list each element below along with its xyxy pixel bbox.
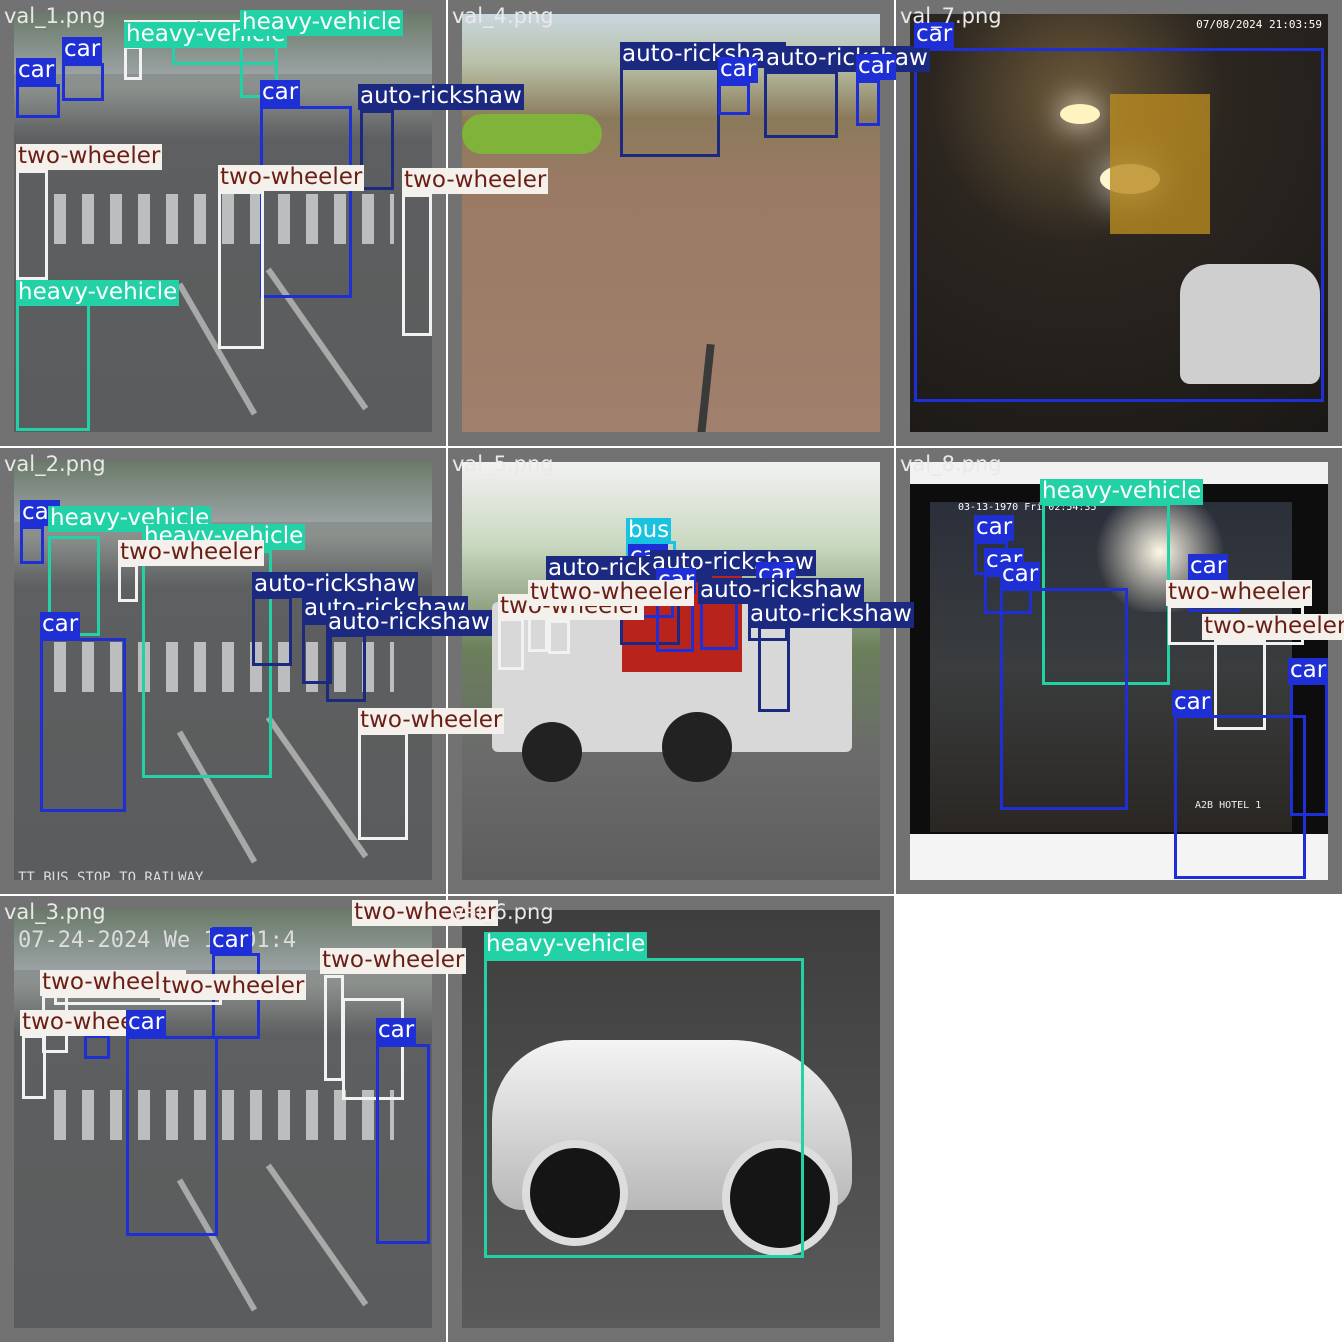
detection-label-car: car [1188,553,1229,580]
image-filename: val_1.png [4,4,106,28]
detection-box-car [62,63,104,101]
image-filename: val_8.png [900,452,1002,476]
detection-box-heavy-vehicle [16,303,90,431]
detection-box-two-wheeler [548,620,570,654]
image-filename: val_3.png [4,900,106,924]
detection-box-two-wheeler [528,616,548,652]
image-tile: val_4.png [448,0,894,446]
detection-box-auto-rickshaw [252,596,292,666]
detection-label-two-wheeler: two-wheeler [218,164,365,191]
detection-box-car [1000,588,1128,810]
detection-label-heavy-vehicle: heavy-vehicle [484,931,648,958]
detection-label-car: car [376,1017,417,1044]
image-tile: 07/08/2024 21:03:59 val_7.png [896,0,1342,446]
detection-label-two-wheeler: two-wheeler [320,947,467,974]
detection-box-car [260,106,352,298]
detection-label-car: car [62,36,103,63]
detection-box-car [914,48,1324,402]
detection-box-two-wheeler [54,995,222,1005]
detection-label-car: car [210,927,251,954]
detection-label-car: car [1172,689,1213,716]
detection-box-auto-rickshaw [758,626,790,712]
camera-overlay-text: TT BUS STOP TO RAILWAY [18,870,204,880]
detection-label-auto-rickshaw: auto-rickshaw [698,577,864,604]
scene-photo [462,14,880,432]
detection-label-car: car [718,56,759,83]
detection-box-car [700,598,738,650]
scene-photo: 07/08/2024 21:03:59 [910,14,1328,432]
detection-label-bus: bus [626,517,672,544]
scene-photo [462,910,880,1328]
image-filename: val_4.png [452,4,554,28]
detection-label-auto-rickshaw: auto-rickshaw [252,571,418,598]
detection-box-car [718,83,750,115]
detection-label-two-wheeler: two-wheeler [16,143,163,170]
detection-label-auto-rickshaw: auto-rickshaw [764,45,930,72]
image-tile: val_6.png [448,896,894,1342]
detection-label-car: car [40,611,81,638]
detection-label-heavy-vehicle: heavy-vehicle [16,279,180,306]
detection-box-auto-rickshaw [302,622,332,684]
detection-box-auto-rickshaw [326,634,366,702]
image-filename: val_5.png [452,452,554,476]
detection-box-car [84,1035,110,1059]
detection-box-car [40,638,126,812]
detection-box-car [1174,715,1306,879]
scene-photo [14,14,432,432]
detection-box-two-wheeler [218,191,264,349]
detection-label-car: car [974,514,1015,541]
detection-box-car [376,1044,430,1244]
detection-label-auto-rickshaw: auto-rickshaw [748,601,914,628]
detection-box-two-wheeler [124,46,142,80]
detection-label-auto-rickshaw: auto-rickshaw [620,41,786,68]
detection-box-two-wheeler [1214,640,1266,730]
image-tile: 03-13-1970 Fri 02:54:35 A2B HOTEL 1 val_8.… [896,448,1342,894]
detection-label-two-wheeler: two-wheeler [548,579,695,606]
camera-overlay-text: 03-13-1970 Fri 02:54:35 [958,502,1097,513]
detection-label-two-wheeler: two-wheeler [1166,579,1313,606]
detection-box-two-wheeler [22,1035,46,1099]
camera-overlay-text: 07/08/2024 21:03:59 [1196,18,1322,31]
detection-label-heavy-vehicle: heavy-vehicle [240,9,404,36]
detection-label-heavy-vehicle: heavy-vehicle [1040,478,1204,505]
detection-label-auto-rickshaw: auto-rickshaw [326,609,492,636]
detection-label-two-wheeler: two-wheeler [1202,614,1344,640]
detection-label-car: car [1000,561,1041,588]
detection-box-two-wheeler [402,194,432,336]
detection-label-two-wheeler: two-wheeler [402,167,549,194]
image-filename: val_6.png [452,900,554,924]
detection-label-two-wheeler: two-wheeler [118,539,265,566]
detection-label-two-wheeler: two-wheeler [160,973,307,1000]
detection-box-two-wheeler [342,998,404,1100]
detection-label-two-wheeler: two-wheeler [352,899,499,926]
detection-label-car: car [16,57,57,84]
detection-box-two-wheeler [498,618,524,670]
detection-label-two-wheeler: two-wheeler [358,707,505,734]
detection-box-car [16,84,60,118]
detection-label-car: car [856,53,897,80]
detection-label-car: car [1288,657,1329,684]
detection-box-auto-rickshaw [360,110,394,190]
image-filename: val_7.png [900,4,1002,28]
image-filename: val_2.png [4,452,106,476]
image-tile: val_1.png [0,0,446,446]
detection-box-auto-rickshaw [620,67,720,157]
detection-label-car: car [260,79,301,106]
detection-label-car: car [126,1009,167,1036]
detection-box-two-wheeler [324,975,344,1081]
detection-label-car: car [914,21,955,48]
camera-overlay-text: 07-24-2024 We 11:01:4 [18,928,297,953]
image-tile: val_5.png [448,448,894,894]
detection-box-two-wheeler [16,170,48,280]
camera-overlay-text: A2B HOTEL 1 [1195,800,1262,811]
detection-box-heavy-vehicle [484,958,804,1258]
detection-box-two-wheeler [358,732,408,840]
detection-box-two-wheeler [118,564,138,602]
detection-label-auto-rickshaw: auto-rickshaw [358,83,524,110]
detection-box-car [20,526,44,564]
detection-box-car [126,1036,218,1236]
detection-box-auto-rickshaw [764,71,838,138]
detection-box-car [856,80,880,126]
